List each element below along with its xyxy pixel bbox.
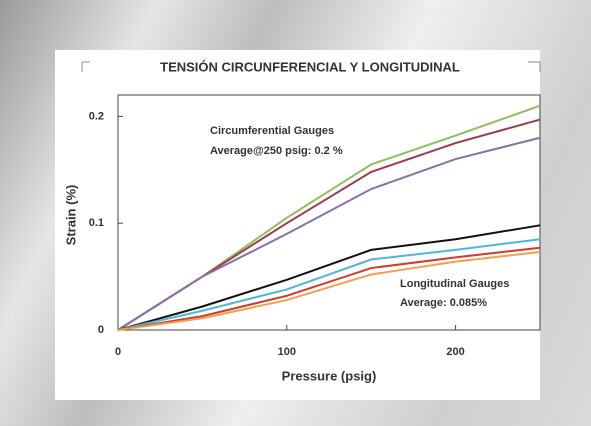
annotation: Longitudinal Gauges <box>400 278 509 290</box>
chart-title: TENSIÓN CIRCUNFERENCIAL Y LONGITUDINAL <box>160 59 460 74</box>
card <box>55 50 540 400</box>
y-tick-label: 0 <box>98 324 104 336</box>
y-tick-label: 0.1 <box>89 217 104 229</box>
page: TENSIÓN CIRCUNFERENCIAL Y LONGITUDINAL P… <box>0 0 591 426</box>
y-axis-label: Strain (%) <box>63 185 78 246</box>
annotation: Average: 0.085% <box>400 297 487 309</box>
chart: TENSIÓN CIRCUNFERENCIAL Y LONGITUDINAL P… <box>0 0 591 426</box>
x-axis-label: Pressure (psig) <box>282 368 377 383</box>
x-tick-label: 100 <box>278 346 296 358</box>
y-tick-label: 0.2 <box>89 110 104 122</box>
annotation: Circumferential Gauges <box>210 125 334 137</box>
x-tick-label: 200 <box>446 346 464 358</box>
x-tick-label: 0 <box>115 346 121 358</box>
annotation: Average@250 psig: 0.2 % <box>210 145 343 157</box>
